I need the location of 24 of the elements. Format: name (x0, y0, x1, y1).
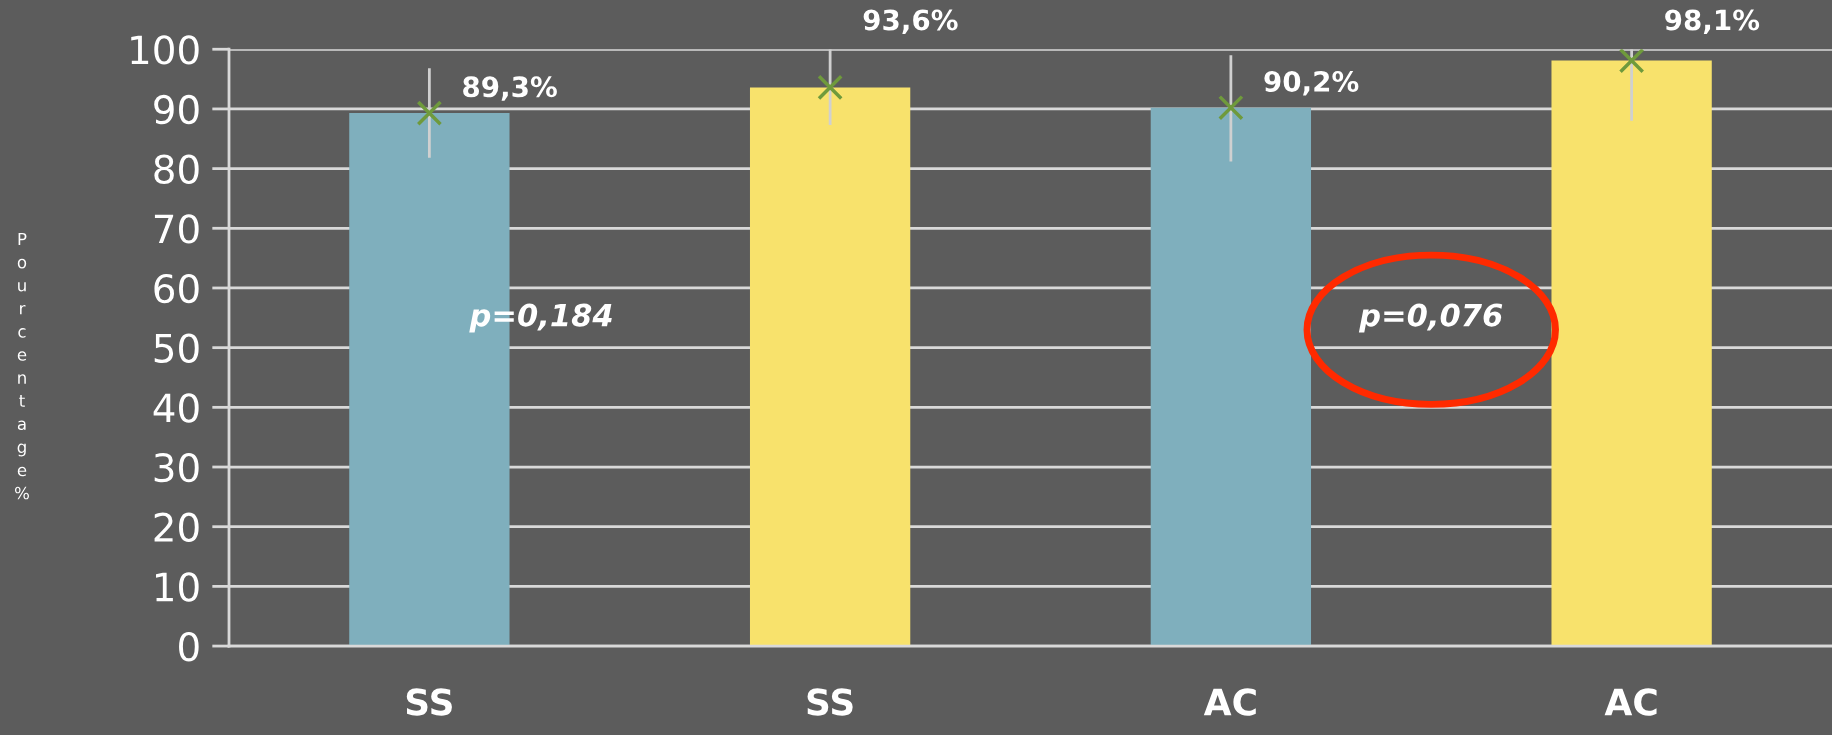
y-tick-label: 70 (154, 214, 199, 244)
x-tick-label: AC (1604, 688, 1657, 716)
y-tick-label: 80 (154, 154, 199, 184)
bar (1150, 107, 1312, 647)
y-tick-label: 0 (179, 631, 199, 662)
data-label: 90,2% (1264, 70, 1359, 96)
y-tick-label: 20 (154, 512, 199, 543)
y-tick-label: 50 (154, 333, 199, 363)
text: Pourcentage% (14, 232, 29, 500)
y-tick-label: 40 (153, 393, 199, 423)
y-tick-label: 10 (156, 572, 199, 602)
y-tick-label: 30 (154, 452, 199, 483)
data-label: 98,1% (1665, 9, 1760, 34)
y-tick-label: 60 (154, 273, 199, 304)
x-tick-label: SS (406, 688, 452, 716)
bar (1551, 60, 1712, 647)
data-label: 93,6% (863, 9, 958, 34)
bar (749, 87, 911, 647)
data-label: 89,3% (463, 76, 557, 101)
annotation: p=0,076 (1358, 303, 1503, 333)
y-tick-label: 100 (131, 35, 199, 65)
x-tick-label: SS (807, 688, 853, 716)
x-tick-label: AC (1203, 688, 1256, 716)
y-tick-label: 90 (154, 94, 199, 125)
